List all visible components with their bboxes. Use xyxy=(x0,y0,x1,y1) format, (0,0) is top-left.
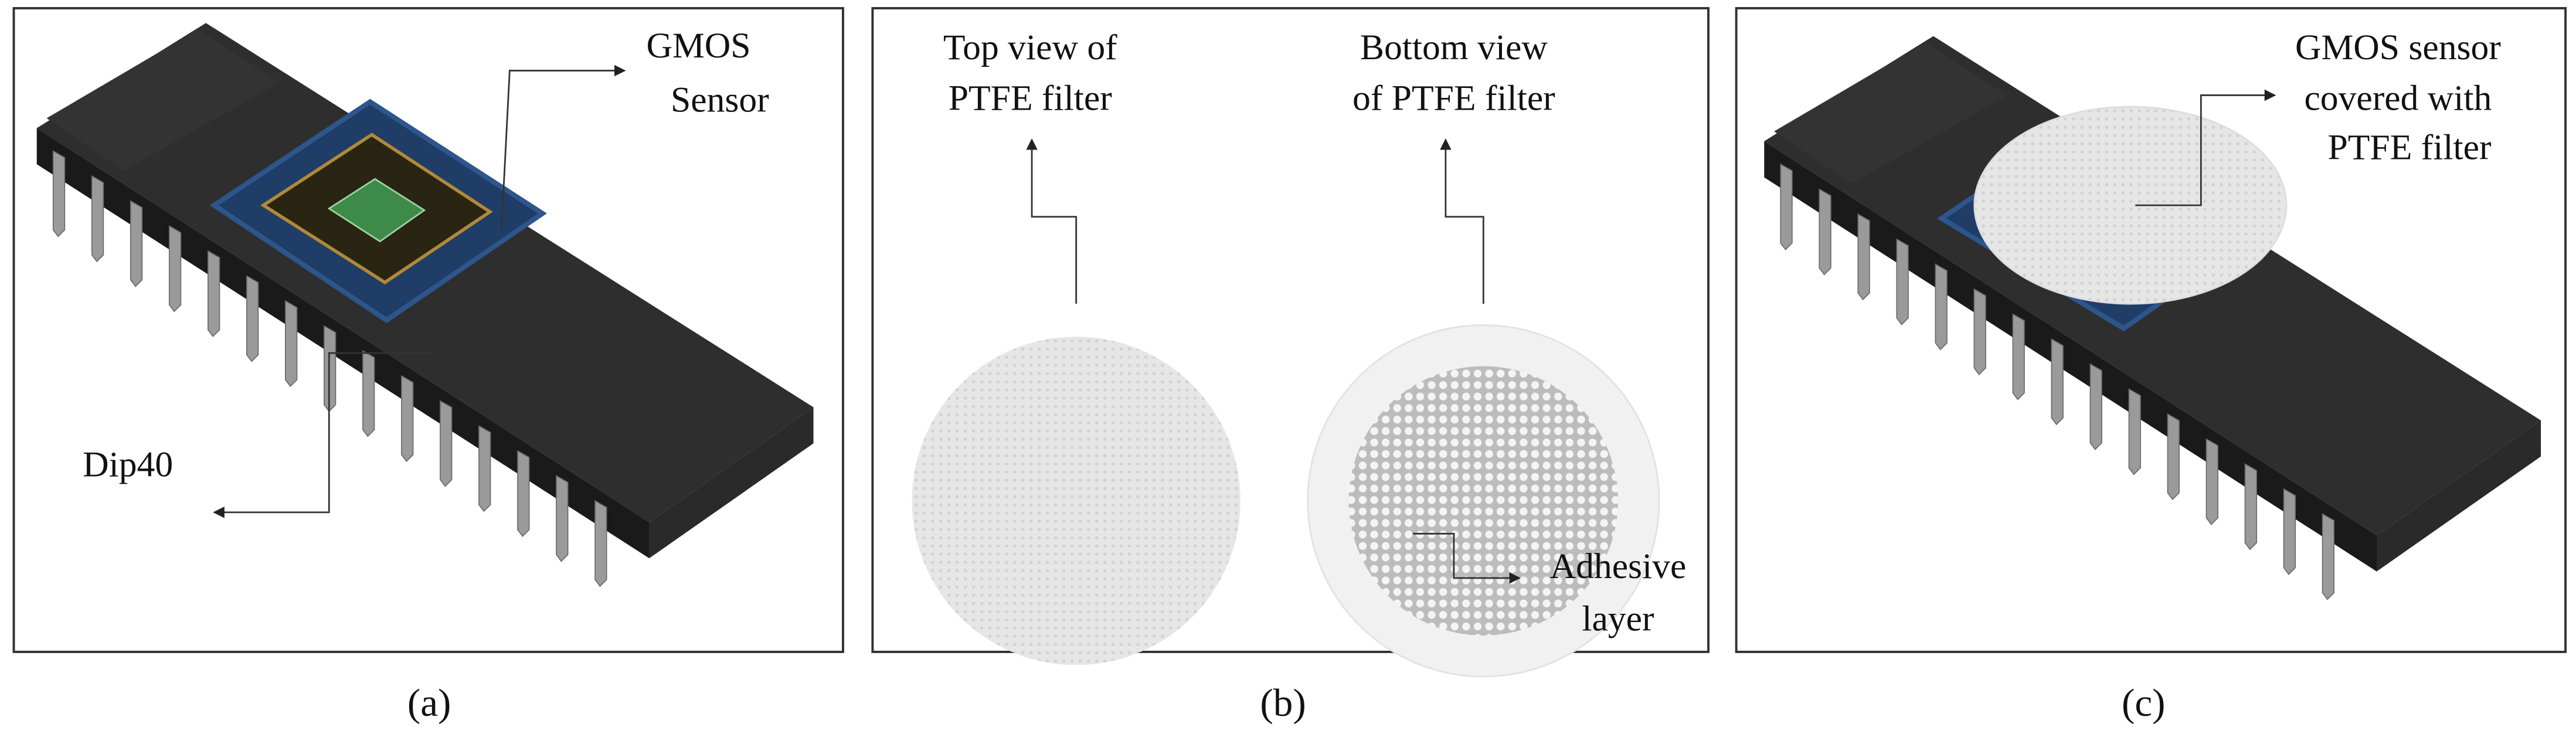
arrow xyxy=(2135,89,2276,206)
arrow xyxy=(1440,138,1484,304)
label: PTFE filter xyxy=(949,79,1112,118)
label: Sensor xyxy=(671,80,769,120)
label: layer xyxy=(1582,599,1654,639)
filter-bottom xyxy=(1348,366,1618,636)
label: Adhesive xyxy=(1550,546,1687,586)
filter-cover xyxy=(1973,106,2288,305)
label: Top view of xyxy=(943,28,1117,67)
caption: (b) xyxy=(1260,681,1306,725)
label: GMOS xyxy=(646,26,750,66)
arrow xyxy=(500,64,626,230)
sensor-die xyxy=(327,178,426,243)
label: GMOS sensor xyxy=(2295,28,2501,67)
caption: (c) xyxy=(2122,681,2166,725)
label: of PTFE filter xyxy=(1352,79,1555,118)
label: PTFE filter xyxy=(2328,128,2492,168)
label: Bottom view xyxy=(1360,28,1548,67)
label: Dip40 xyxy=(83,444,173,484)
arrow xyxy=(1412,532,1521,584)
arrow xyxy=(213,352,436,518)
filter-top xyxy=(912,337,1241,665)
caption: (a) xyxy=(407,681,451,725)
label: covered with xyxy=(2304,79,2492,118)
arrow xyxy=(1026,138,1078,304)
